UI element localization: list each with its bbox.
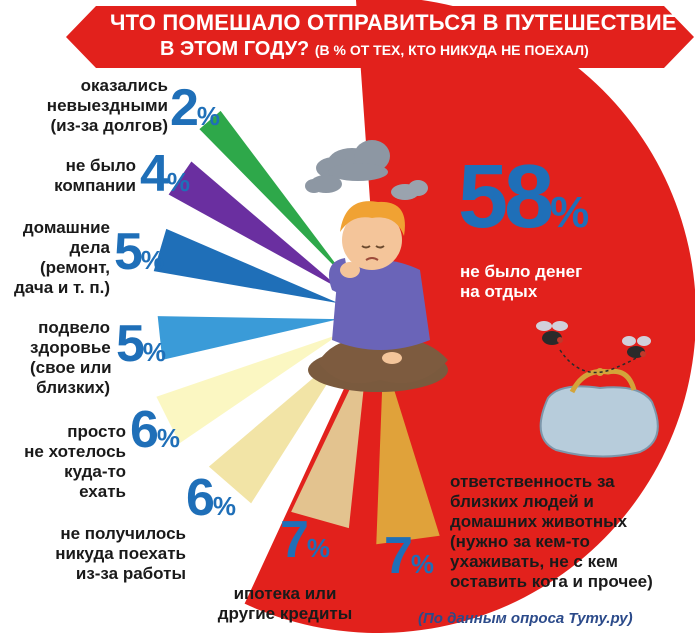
pie-slice-6-6: [208, 345, 352, 504]
pie-slice-no-money: [244, 0, 695, 633]
cloud-icon: [316, 140, 390, 181]
chart-subtitle: (В % ОТ ТЕХ, КТО НИКУДА НЕ ПОЕХАЛ): [314, 42, 589, 58]
slice-label-debts: оказались невыездными (из-за долгов): [46, 76, 168, 135]
chart-title: ЧТО ПОМЕШАЛО ОТПРАВИТЬСЯ В ПУТЕШЕСТВИЕ: [110, 10, 677, 35]
value-label-58: 58%: [458, 147, 590, 247]
pie-slice-6-5: [156, 333, 341, 444]
cloud-icon: [391, 180, 428, 200]
value-label-5b: 5%: [116, 315, 167, 373]
chart-title-line2: В ЭТОМ ГОДУ? (В % ОТ ТЕХ, КТО НИКУДА НЕ …: [160, 38, 589, 60]
title-banner: [66, 6, 694, 68]
value-label-2: 2%: [170, 79, 221, 137]
pie-slice-7-7: [291, 351, 368, 529]
slice-label-work: не получилось никуда поехать из-за работ…: [55, 524, 186, 583]
slice-label-credits: ипотека или другие кредиты: [217, 584, 353, 623]
pie-slice-7-8: [376, 355, 440, 545]
fly-icon: [622, 336, 651, 358]
pie-slice-2-1: [199, 110, 348, 280]
pie-slice-5-4: [157, 316, 339, 360]
pie-slice-4-2: [168, 161, 343, 291]
fly-icon: [536, 321, 568, 345]
pie-slice-5-3: [153, 228, 339, 304]
cloud-icon: [305, 175, 342, 193]
slice-label-no-desire: просто не хотелось куда-то ехать: [24, 422, 126, 501]
slice-label-no-company: не было компании: [54, 156, 136, 195]
slice-label-no-money: не было денег на отдых: [460, 262, 583, 301]
source-note: (По данным опроса Туту.ру): [418, 610, 633, 627]
value-label-6b: 6%: [186, 469, 237, 527]
value-label-7b: 7%: [384, 527, 435, 585]
slice-label-home-chores: домашние дела (ремонт, дача и т. п.): [14, 218, 110, 297]
value-label-4: 4%: [140, 145, 191, 203]
value-label-6a: 6%: [130, 401, 181, 459]
illustration: [305, 140, 659, 458]
value-label-5a: 5%: [114, 223, 165, 281]
sad-person-icon: [308, 201, 448, 392]
empty-wallet-icon: [539, 368, 659, 458]
slice-label-health: подвело здоровье (свое или близких): [30, 318, 112, 397]
slice-label-responsibility: ответственность за близких людей и домаш…: [450, 472, 653, 591]
value-label-7a: 7%: [280, 511, 331, 569]
